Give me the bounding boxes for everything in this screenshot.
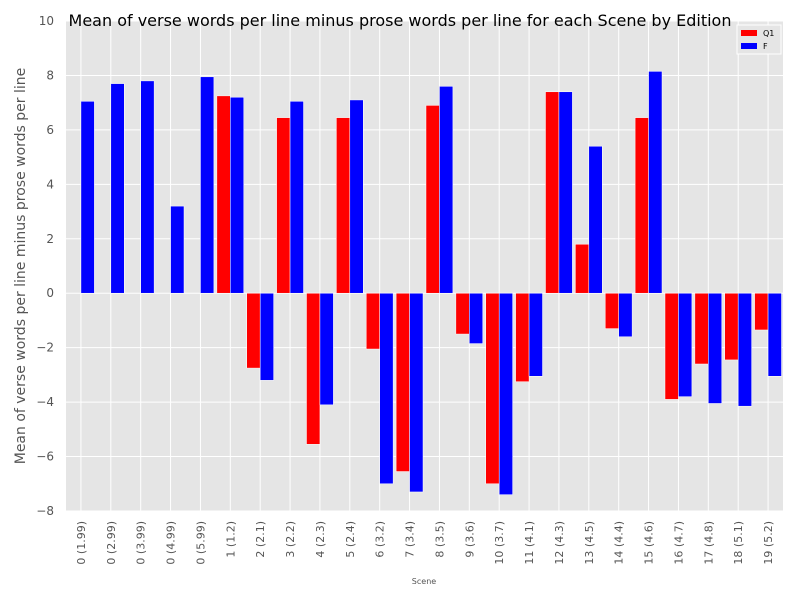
- x-tick-label: 13 (4.5): [583, 521, 596, 565]
- y-tick-label: 2: [46, 232, 54, 246]
- bar-f-3: [170, 205, 185, 294]
- bar-f-12: [439, 86, 454, 294]
- bar-f-1: [110, 83, 125, 294]
- bar-f-14: [498, 292, 513, 495]
- x-tick-label: 16 (4.7): [672, 521, 685, 565]
- legend-label-f: F: [763, 42, 768, 51]
- bar-f-5: [230, 96, 245, 294]
- y-tick-label: −4: [36, 395, 54, 409]
- bar-f-8: [319, 292, 334, 406]
- bar-q1-12: [425, 105, 440, 294]
- y-tick-label: 10: [39, 14, 54, 28]
- y-tick-label: −8: [36, 504, 54, 518]
- x-tick-label: 19 (5.2): [762, 521, 775, 565]
- bar-f-9: [349, 99, 364, 294]
- bar-q1-22: [724, 292, 739, 361]
- x-tick-label: 1 (1.2): [224, 521, 237, 558]
- x-tick-label: 14 (4.4): [613, 521, 626, 565]
- legend-label-q1: Q1: [763, 29, 774, 38]
- x-tick-label: 7 (3.4): [404, 521, 417, 558]
- bar-f-19: [648, 71, 663, 294]
- bar-f-13: [469, 292, 484, 344]
- x-tick-label: 9 (3.6): [463, 521, 476, 558]
- x-tick-label: 17 (4.8): [702, 521, 715, 565]
- bar-q1-18: [604, 292, 619, 329]
- bar-q1-10: [365, 292, 380, 350]
- bar-q1-7: [276, 117, 291, 294]
- x-tick-label: 10 (3.7): [493, 521, 506, 565]
- x-tick-label: 6 (3.2): [374, 521, 387, 558]
- bar-q1-20: [664, 292, 679, 400]
- plot-background: [66, 21, 783, 511]
- x-tick-labels: 0 (1.99) 0 (2.99) 0 (3.99) 0 (4.99) 0 (5.99)…: [75, 521, 775, 565]
- x-tick-label: 3 (2.2): [284, 521, 297, 558]
- bar-f-2: [140, 80, 155, 294]
- x-tick-label: 0 (2.99): [105, 521, 118, 565]
- bar-f-20: [678, 292, 693, 397]
- x-axis-label: Scene: [412, 577, 436, 586]
- bar-f-7: [289, 101, 304, 294]
- legend: Q1 F: [736, 24, 782, 55]
- bar-f-18: [618, 292, 633, 338]
- x-tick-label: 2 (2.1): [254, 521, 267, 558]
- x-tick-label: 11 (4.1): [523, 521, 536, 565]
- x-tick-label: 12 (4.3): [553, 521, 566, 565]
- legend-swatch-q1: [741, 30, 757, 36]
- bar-q1-21: [694, 292, 709, 365]
- legend-box: [736, 24, 782, 55]
- x-tick-label: 0 (4.99): [165, 521, 178, 565]
- bar-f-17: [588, 145, 603, 294]
- bar-q1-11: [395, 292, 410, 472]
- y-tick-label: 0: [46, 286, 54, 300]
- bar-q1-14: [485, 292, 500, 485]
- y-tick-label: 6: [46, 123, 54, 137]
- bar-f-11: [409, 292, 424, 493]
- bar-f-16: [558, 91, 573, 294]
- x-tick-label: 0 (1.99): [75, 521, 88, 565]
- bar-q1-9: [336, 117, 351, 294]
- x-tick-label: 5 (2.4): [344, 521, 357, 558]
- y-tick-labels: −8 −6 −4 −2 0 2 4 6 8 10: [36, 14, 54, 518]
- bar-q1-19: [634, 117, 649, 294]
- x-tick-label: 15 (4.6): [643, 521, 656, 565]
- bar-q1-8: [306, 292, 321, 445]
- y-tick-label: −6: [36, 450, 54, 464]
- bars: [80, 71, 782, 495]
- legend-swatch-f: [741, 43, 757, 49]
- y-tick-label: 4: [46, 177, 54, 191]
- bar-q1-16: [545, 91, 560, 294]
- x-tick-label: 4 (2.3): [314, 521, 327, 558]
- y-tick-label: 8: [46, 68, 54, 82]
- bar-f-15: [528, 292, 543, 377]
- y-axis-label: Mean of verse words per line minus prose…: [13, 68, 29, 465]
- x-tick-label: 8 (3.5): [433, 521, 446, 558]
- bar-q1-13: [455, 292, 470, 335]
- bar-f-6: [259, 292, 274, 381]
- bar-f-21: [708, 292, 723, 404]
- bar-f-22: [737, 292, 752, 407]
- bar-f-4: [200, 76, 215, 294]
- bar-q1-17: [575, 243, 590, 294]
- x-tick-label: 0 (5.99): [194, 521, 207, 565]
- bar-q1-6: [246, 292, 261, 369]
- bar-q1-5: [216, 95, 231, 294]
- bar-f-23: [767, 292, 782, 377]
- x-tick-label: 18 (5.1): [732, 521, 745, 565]
- bar-q1-15: [515, 292, 530, 382]
- x-tick-label: 0 (3.99): [135, 521, 148, 565]
- y-tick-label: −2: [36, 341, 54, 355]
- chart-title: Mean of verse words per line minus prose…: [69, 11, 732, 30]
- bar-f-10: [379, 292, 394, 485]
- bar-f-0: [80, 101, 95, 294]
- bar-q1-23: [754, 292, 769, 331]
